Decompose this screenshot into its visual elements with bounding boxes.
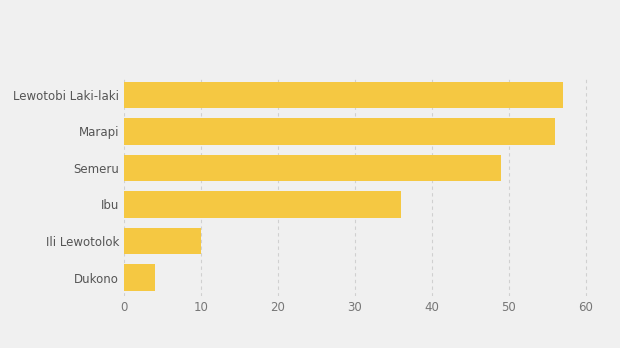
Bar bbox=[124, 228, 201, 254]
Bar bbox=[124, 155, 502, 181]
Bar bbox=[124, 82, 563, 108]
Bar bbox=[124, 191, 401, 218]
Bar bbox=[124, 264, 155, 291]
Bar bbox=[124, 118, 555, 144]
